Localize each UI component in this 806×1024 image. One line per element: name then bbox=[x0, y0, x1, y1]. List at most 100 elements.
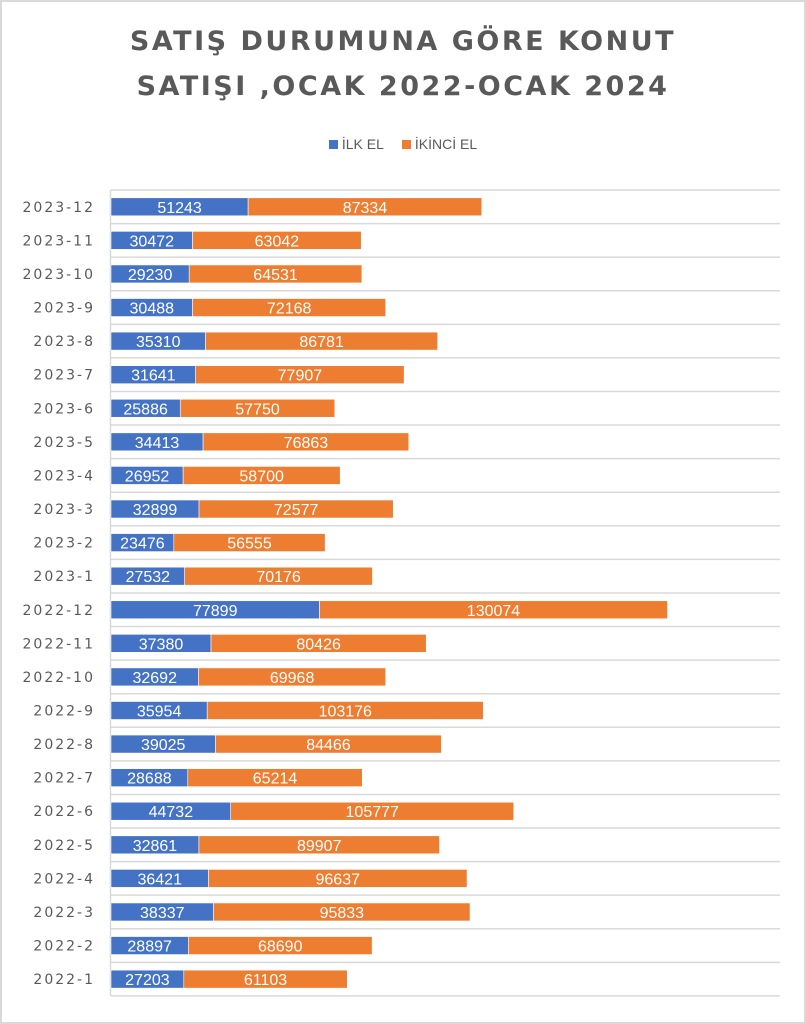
category-label: 2023-3 bbox=[33, 502, 95, 518]
bar-ikinci-el bbox=[319, 600, 668, 620]
bar-ikinci-el bbox=[183, 969, 348, 989]
data-label-ilk-el: 28897 bbox=[127, 939, 172, 956]
data-label-ikinci-el: 96637 bbox=[316, 871, 361, 888]
category-label: 2023-9 bbox=[33, 301, 95, 317]
data-label-ilk-el: 25886 bbox=[123, 401, 168, 418]
bar-ikinci-el bbox=[247, 197, 483, 217]
data-label-ilk-el: 28688 bbox=[127, 771, 172, 788]
bar-ikinci-el bbox=[198, 835, 440, 855]
bar-ikinci-el bbox=[188, 264, 363, 284]
data-label-ilk-el: 39025 bbox=[141, 737, 186, 754]
bar-ikinci-el bbox=[195, 365, 405, 384]
bar-ikinci-el bbox=[202, 432, 410, 452]
data-label-ilk-el: 32692 bbox=[132, 670, 177, 687]
data-label-ikinci-el: 89907 bbox=[297, 838, 342, 855]
category-label: 2023-7 bbox=[33, 368, 95, 384]
category-label: 2023-4 bbox=[33, 468, 95, 484]
data-label-ilk-el: 35954 bbox=[137, 703, 182, 720]
chart-legend: İLK EL İKİNCİ EL bbox=[0, 136, 806, 152]
category-label: 2022-12 bbox=[23, 603, 96, 619]
category-label: 2023-5 bbox=[33, 435, 95, 451]
category-label: 2022-1 bbox=[33, 972, 95, 988]
data-label-ilk-el: 37380 bbox=[139, 636, 184, 653]
data-label-ilk-el: 77899 bbox=[193, 603, 238, 620]
data-label-ilk-el: 35310 bbox=[136, 334, 181, 351]
category-label: 2023-10 bbox=[23, 267, 96, 283]
bar-ikinci-el bbox=[173, 533, 326, 552]
data-label-ikinci-el: 63042 bbox=[255, 233, 300, 250]
data-label-ilk-el: 32899 bbox=[133, 502, 178, 519]
data-label-ikinci-el: 105777 bbox=[346, 804, 399, 821]
bar-ikinci-el bbox=[205, 331, 439, 351]
data-label-ikinci-el: 95833 bbox=[320, 905, 365, 922]
bar-ikinci-el bbox=[184, 566, 373, 586]
data-label-ikinci-el: 84466 bbox=[306, 737, 351, 754]
data-label-ikinci-el: 57750 bbox=[235, 401, 280, 418]
legend-label-ikinci-el: İKİNCİ EL bbox=[414, 136, 478, 152]
bar-ikinci-el bbox=[188, 936, 373, 955]
bar-ikinci-el bbox=[192, 231, 362, 250]
bar-ikinci-el bbox=[206, 701, 484, 720]
category-label: 2022-4 bbox=[33, 871, 95, 887]
bar-ikinci-el bbox=[192, 298, 387, 317]
bar-ikinci-el bbox=[208, 869, 468, 888]
data-label-ikinci-el: 72577 bbox=[274, 502, 319, 519]
data-label-ilk-el: 44732 bbox=[149, 804, 194, 821]
data-label-ikinci-el: 130074 bbox=[467, 603, 520, 620]
bar-ikinci-el bbox=[230, 801, 515, 821]
data-label-ilk-el: 38337 bbox=[140, 905, 185, 922]
bar-ikinci-el bbox=[210, 634, 427, 653]
data-label-ikinci-el: 77907 bbox=[278, 368, 323, 385]
data-label-ilk-el: 30472 bbox=[130, 233, 175, 250]
category-label: 2023-12 bbox=[23, 200, 96, 216]
chart-title-line-1: SATIŞ DURUMUNA GÖRE KONUT bbox=[129, 26, 677, 57]
bar-ikinci-el bbox=[179, 398, 336, 418]
legend-swatch-ikinci-el bbox=[401, 139, 411, 149]
data-label-ilk-el: 27532 bbox=[126, 569, 171, 586]
bar-ikinci-el bbox=[213, 902, 471, 922]
data-label-ilk-el: 27203 bbox=[125, 972, 170, 989]
bar-ikinci-el bbox=[198, 667, 387, 687]
data-label-ilk-el: 26952 bbox=[125, 468, 170, 485]
category-label: 2022-7 bbox=[33, 771, 95, 787]
category-label: 2023-8 bbox=[33, 334, 95, 350]
data-label-ilk-el: 30488 bbox=[130, 301, 175, 318]
category-label: 2022-6 bbox=[33, 804, 95, 820]
data-label-ilk-el: 29230 bbox=[128, 267, 173, 284]
category-label: 2022-8 bbox=[33, 737, 95, 753]
legend-swatch-ilk-el bbox=[328, 139, 338, 149]
legend-item-ilk-el: İLK EL bbox=[328, 136, 384, 152]
data-label-ilk-el: 51243 bbox=[157, 200, 202, 217]
chart-title-line-2: SATIŞI ,OCAK 2022-OCAK 2024 bbox=[136, 71, 670, 102]
category-label: 2022-2 bbox=[33, 939, 95, 955]
data-label-ikinci-el: 58700 bbox=[239, 468, 284, 485]
data-label-ikinci-el: 76863 bbox=[284, 435, 329, 452]
category-label: 2022-3 bbox=[33, 905, 95, 921]
data-label-ikinci-el: 87334 bbox=[343, 200, 388, 217]
data-label-ikinci-el: 65214 bbox=[253, 771, 298, 788]
data-label-ikinci-el: 72168 bbox=[267, 301, 312, 318]
legend-label-ilk-el: İLK EL bbox=[341, 136, 384, 152]
bar-ikinci-el bbox=[182, 466, 341, 485]
data-label-ilk-el: 34413 bbox=[135, 435, 180, 452]
data-label-ilk-el: 23476 bbox=[120, 536, 165, 553]
category-label: 2022-5 bbox=[33, 838, 95, 854]
data-label-ilk-el: 36421 bbox=[137, 871, 182, 888]
data-label-ilk-el: 31641 bbox=[131, 368, 176, 385]
category-label: 2022-10 bbox=[23, 670, 96, 686]
data-label-ikinci-el: 70176 bbox=[256, 569, 301, 586]
data-label-ikinci-el: 68690 bbox=[258, 939, 303, 956]
bar-ikinci-el bbox=[198, 499, 394, 519]
category-label: 2023-2 bbox=[33, 536, 95, 552]
category-label: 2023-6 bbox=[33, 401, 95, 417]
data-label-ikinci-el: 56555 bbox=[227, 536, 272, 553]
legend-item-ikinci-el: İKİNCİ EL bbox=[401, 136, 478, 152]
data-label-ikinci-el: 61103 bbox=[244, 972, 287, 989]
bar-ikinci-el bbox=[187, 768, 363, 787]
category-label: 2023-1 bbox=[33, 569, 95, 585]
data-label-ikinci-el: 64531 bbox=[253, 267, 298, 284]
data-label-ikinci-el: 69968 bbox=[270, 670, 315, 687]
data-label-ilk-el: 32861 bbox=[133, 838, 178, 855]
data-label-ikinci-el: 80426 bbox=[296, 636, 341, 653]
